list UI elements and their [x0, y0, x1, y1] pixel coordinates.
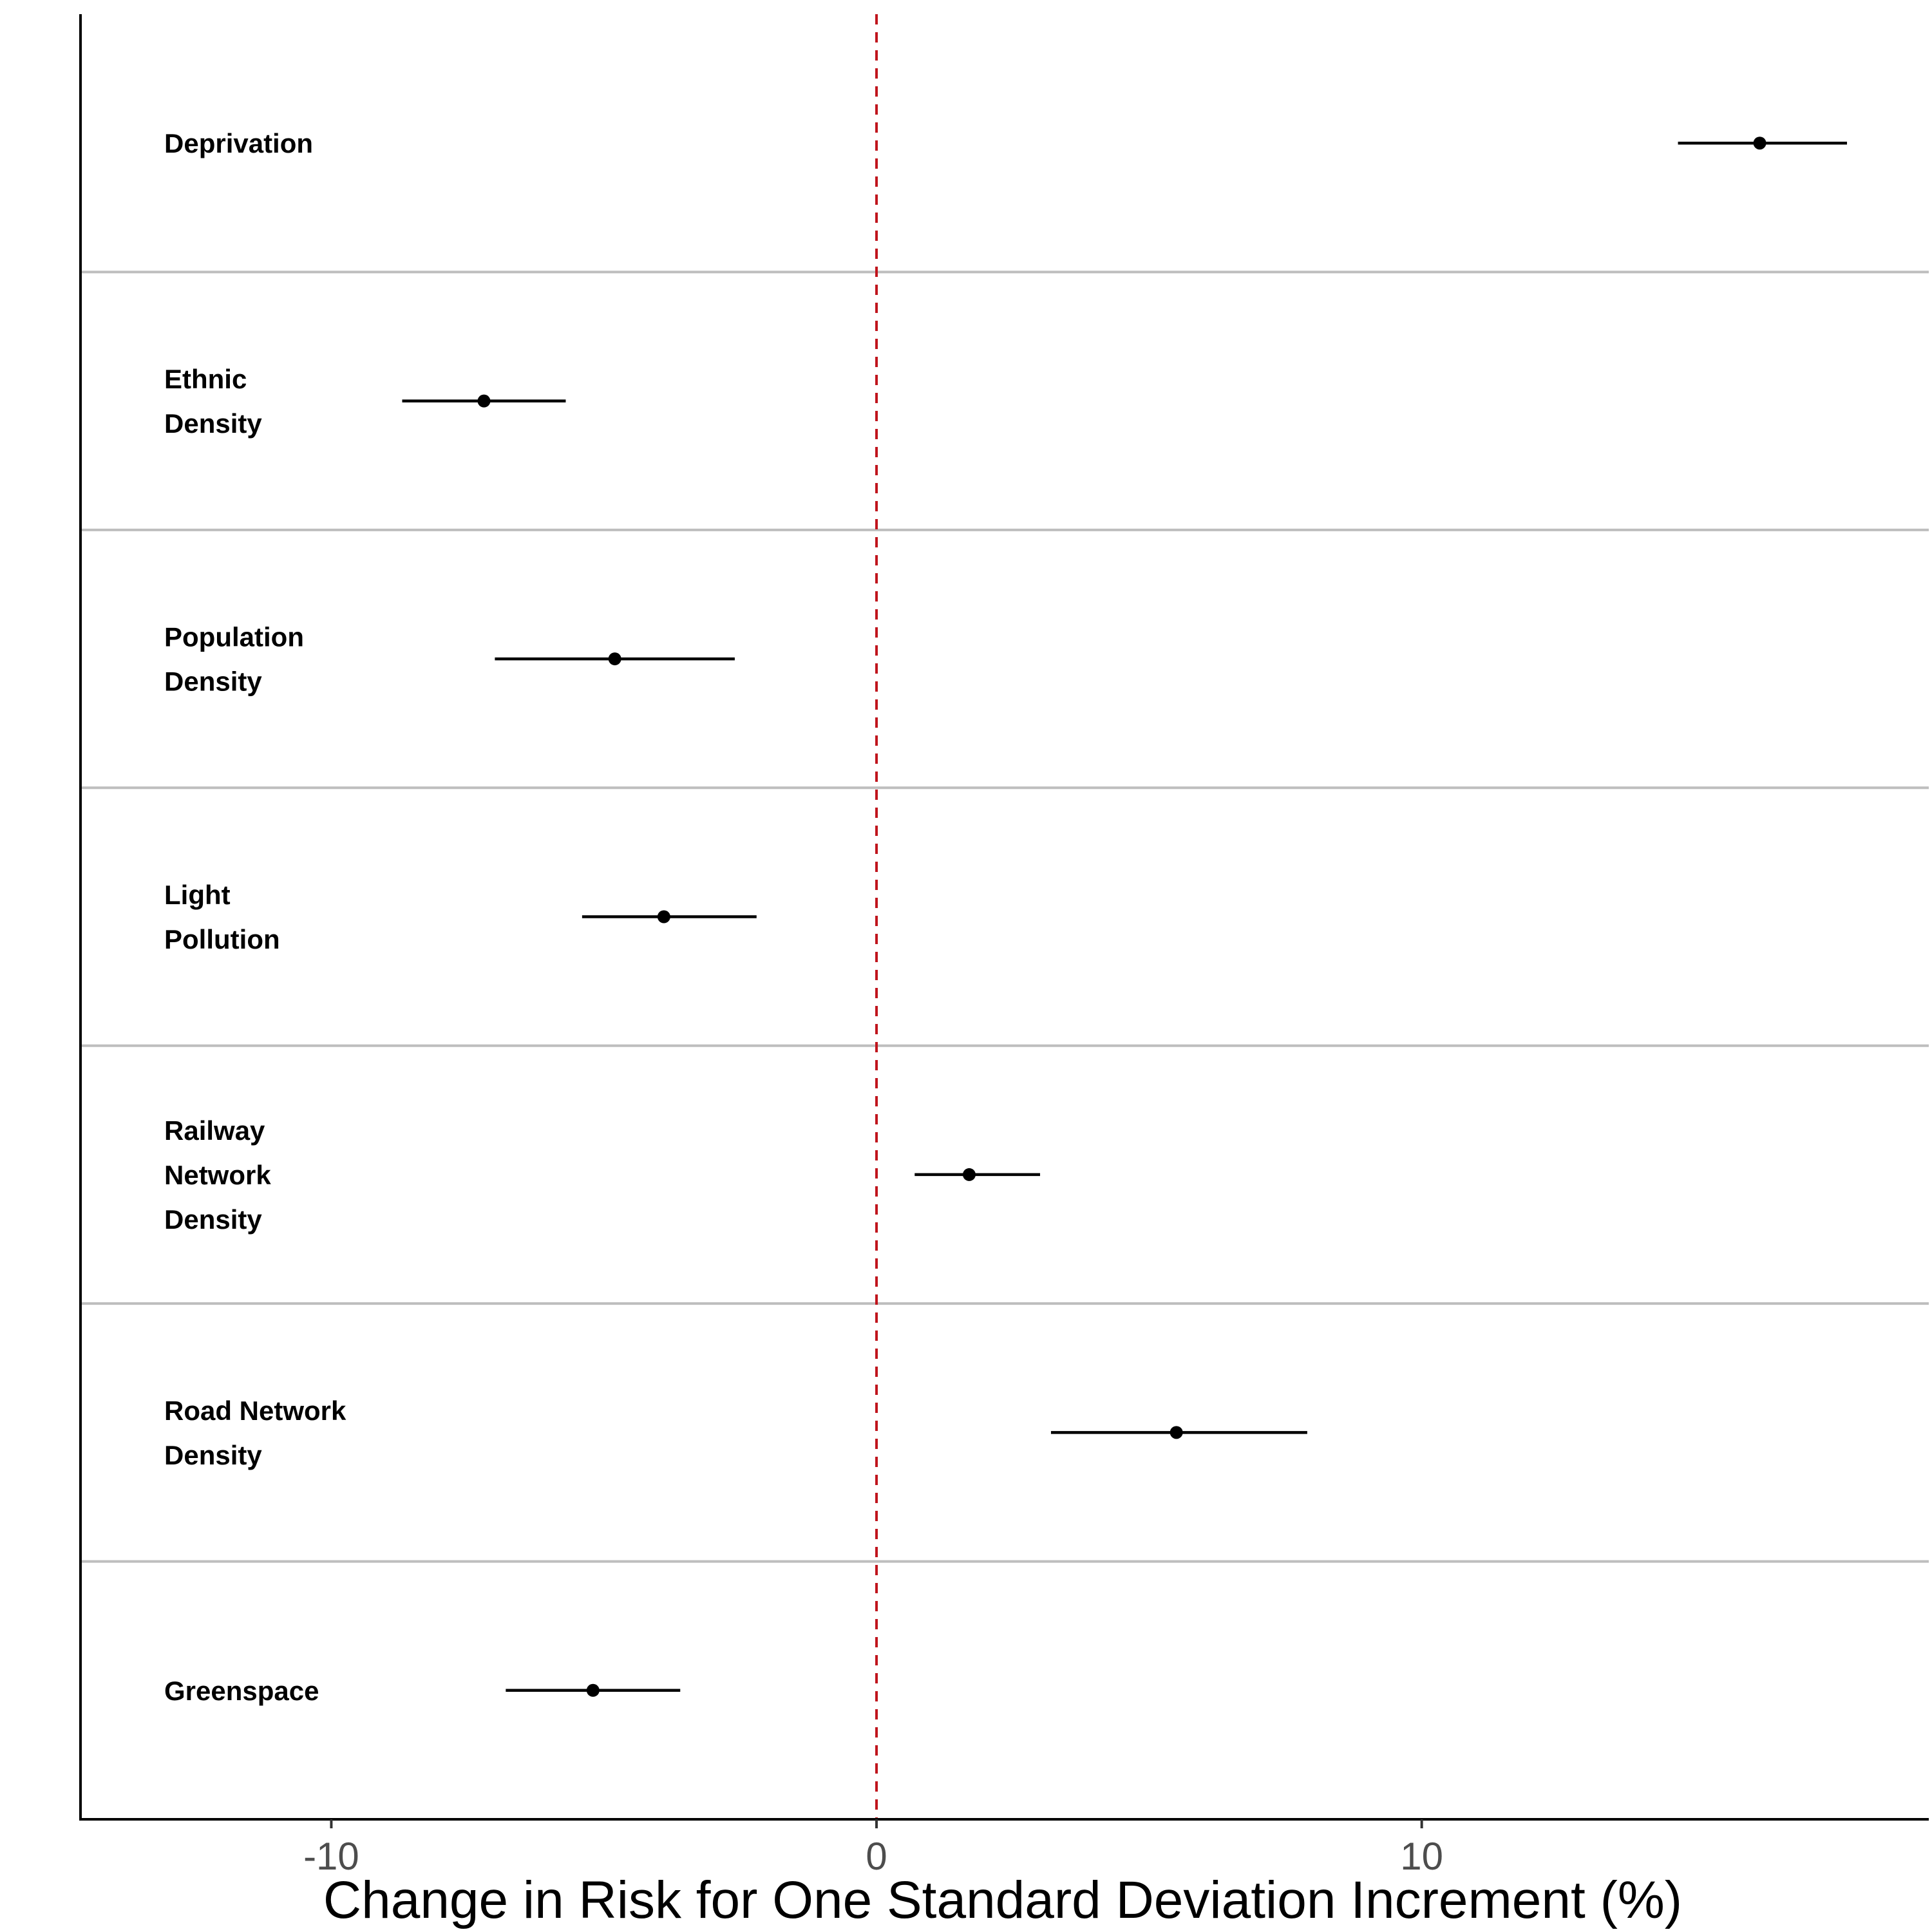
row-label-line: Ethnic — [164, 364, 247, 394]
row-label-line: Population — [164, 622, 304, 652]
x-axis-ticks: -10 0 10 — [303, 1819, 1443, 1878]
estimate-point — [477, 394, 491, 408]
row-label: Light Pollution — [164, 880, 280, 954]
row-label: Population Density — [164, 622, 304, 697]
row-label-line: Density — [164, 1440, 262, 1470]
row-label-line: Density — [164, 667, 262, 697]
row-labels: Deprivation Ethnic Density Population Densit… — [164, 128, 346, 1706]
row-label-line: Greenspace — [164, 1676, 319, 1706]
x-tick-label: 10 — [1400, 1835, 1443, 1878]
row-separators — [80, 270, 1929, 1563]
estimate-point — [657, 910, 670, 923]
estimate-point — [608, 652, 621, 666]
row-label: Ethnic Density — [164, 364, 262, 439]
row-label-line: Density — [164, 1204, 262, 1235]
row-label: Railway Network Density — [164, 1115, 271, 1235]
estimate-point — [962, 1168, 976, 1181]
row-label: Road Network Density — [164, 1396, 346, 1470]
x-tick-label: -10 — [303, 1835, 359, 1878]
row-label: Deprivation — [164, 128, 313, 158]
x-axis-title: Change in Risk for One Standard Deviatio… — [323, 1871, 1682, 1929]
row-label-line: Network — [164, 1160, 271, 1190]
row-label-line: Railway — [164, 1115, 265, 1146]
row-label: Greenspace — [164, 1676, 319, 1706]
row-label-line: Light — [164, 880, 231, 910]
estimate-point — [586, 1683, 600, 1697]
x-tick-label: 0 — [866, 1835, 887, 1878]
estimate-point — [1753, 137, 1766, 150]
row-label-line: Road Network — [164, 1396, 346, 1426]
estimate-marks — [402, 137, 1848, 1697]
row-label-line: Pollution — [164, 924, 280, 954]
estimate-point — [1170, 1426, 1183, 1439]
row-label-line: Deprivation — [164, 128, 313, 158]
row-label-line: Density — [164, 408, 262, 439]
